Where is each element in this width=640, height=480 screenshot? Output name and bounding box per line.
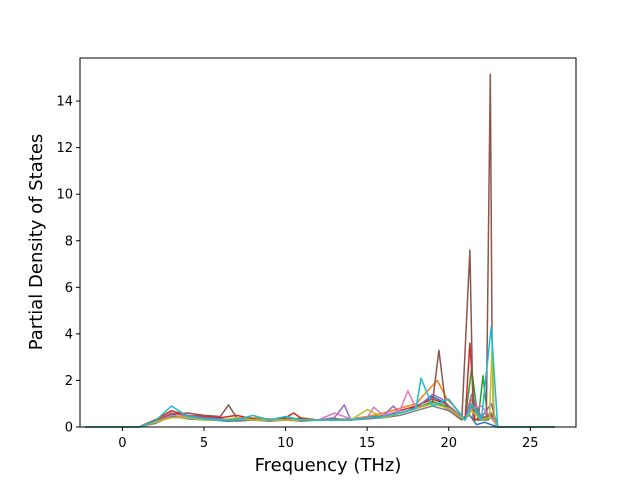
y-tick-label: 4 <box>65 327 73 342</box>
x-tick-label: 5 <box>200 436 208 451</box>
plot-frame <box>79 57 577 428</box>
plot-area <box>80 58 576 427</box>
y-tick-label: 2 <box>65 374 73 389</box>
x-tick-label: 10 <box>277 436 294 451</box>
y-axis-title: Partial Density of States <box>26 134 47 351</box>
y-tick-label: 14 <box>56 95 73 110</box>
y-tick-label: 0 <box>65 421 73 436</box>
series-layer <box>84 73 555 428</box>
y-tick-label: 8 <box>65 234 73 249</box>
y-tick-label: 6 <box>65 281 73 296</box>
x-axis: 0 5 10 15 20 25 <box>118 427 539 451</box>
series-line-10 <box>84 326 555 428</box>
x-tick-label: 25 <box>522 436 539 451</box>
x-tick-label: 15 <box>359 436 376 451</box>
y-tick-label: 12 <box>56 141 73 156</box>
x-tick-label: 20 <box>440 436 457 451</box>
y-axis: 0 2 4 6 8 10 12 14 <box>56 95 80 436</box>
y-tick-label: 10 <box>56 188 73 203</box>
x-tick-label: 0 <box>118 436 126 451</box>
x-axis-title: Frequency (THz) <box>255 455 402 476</box>
